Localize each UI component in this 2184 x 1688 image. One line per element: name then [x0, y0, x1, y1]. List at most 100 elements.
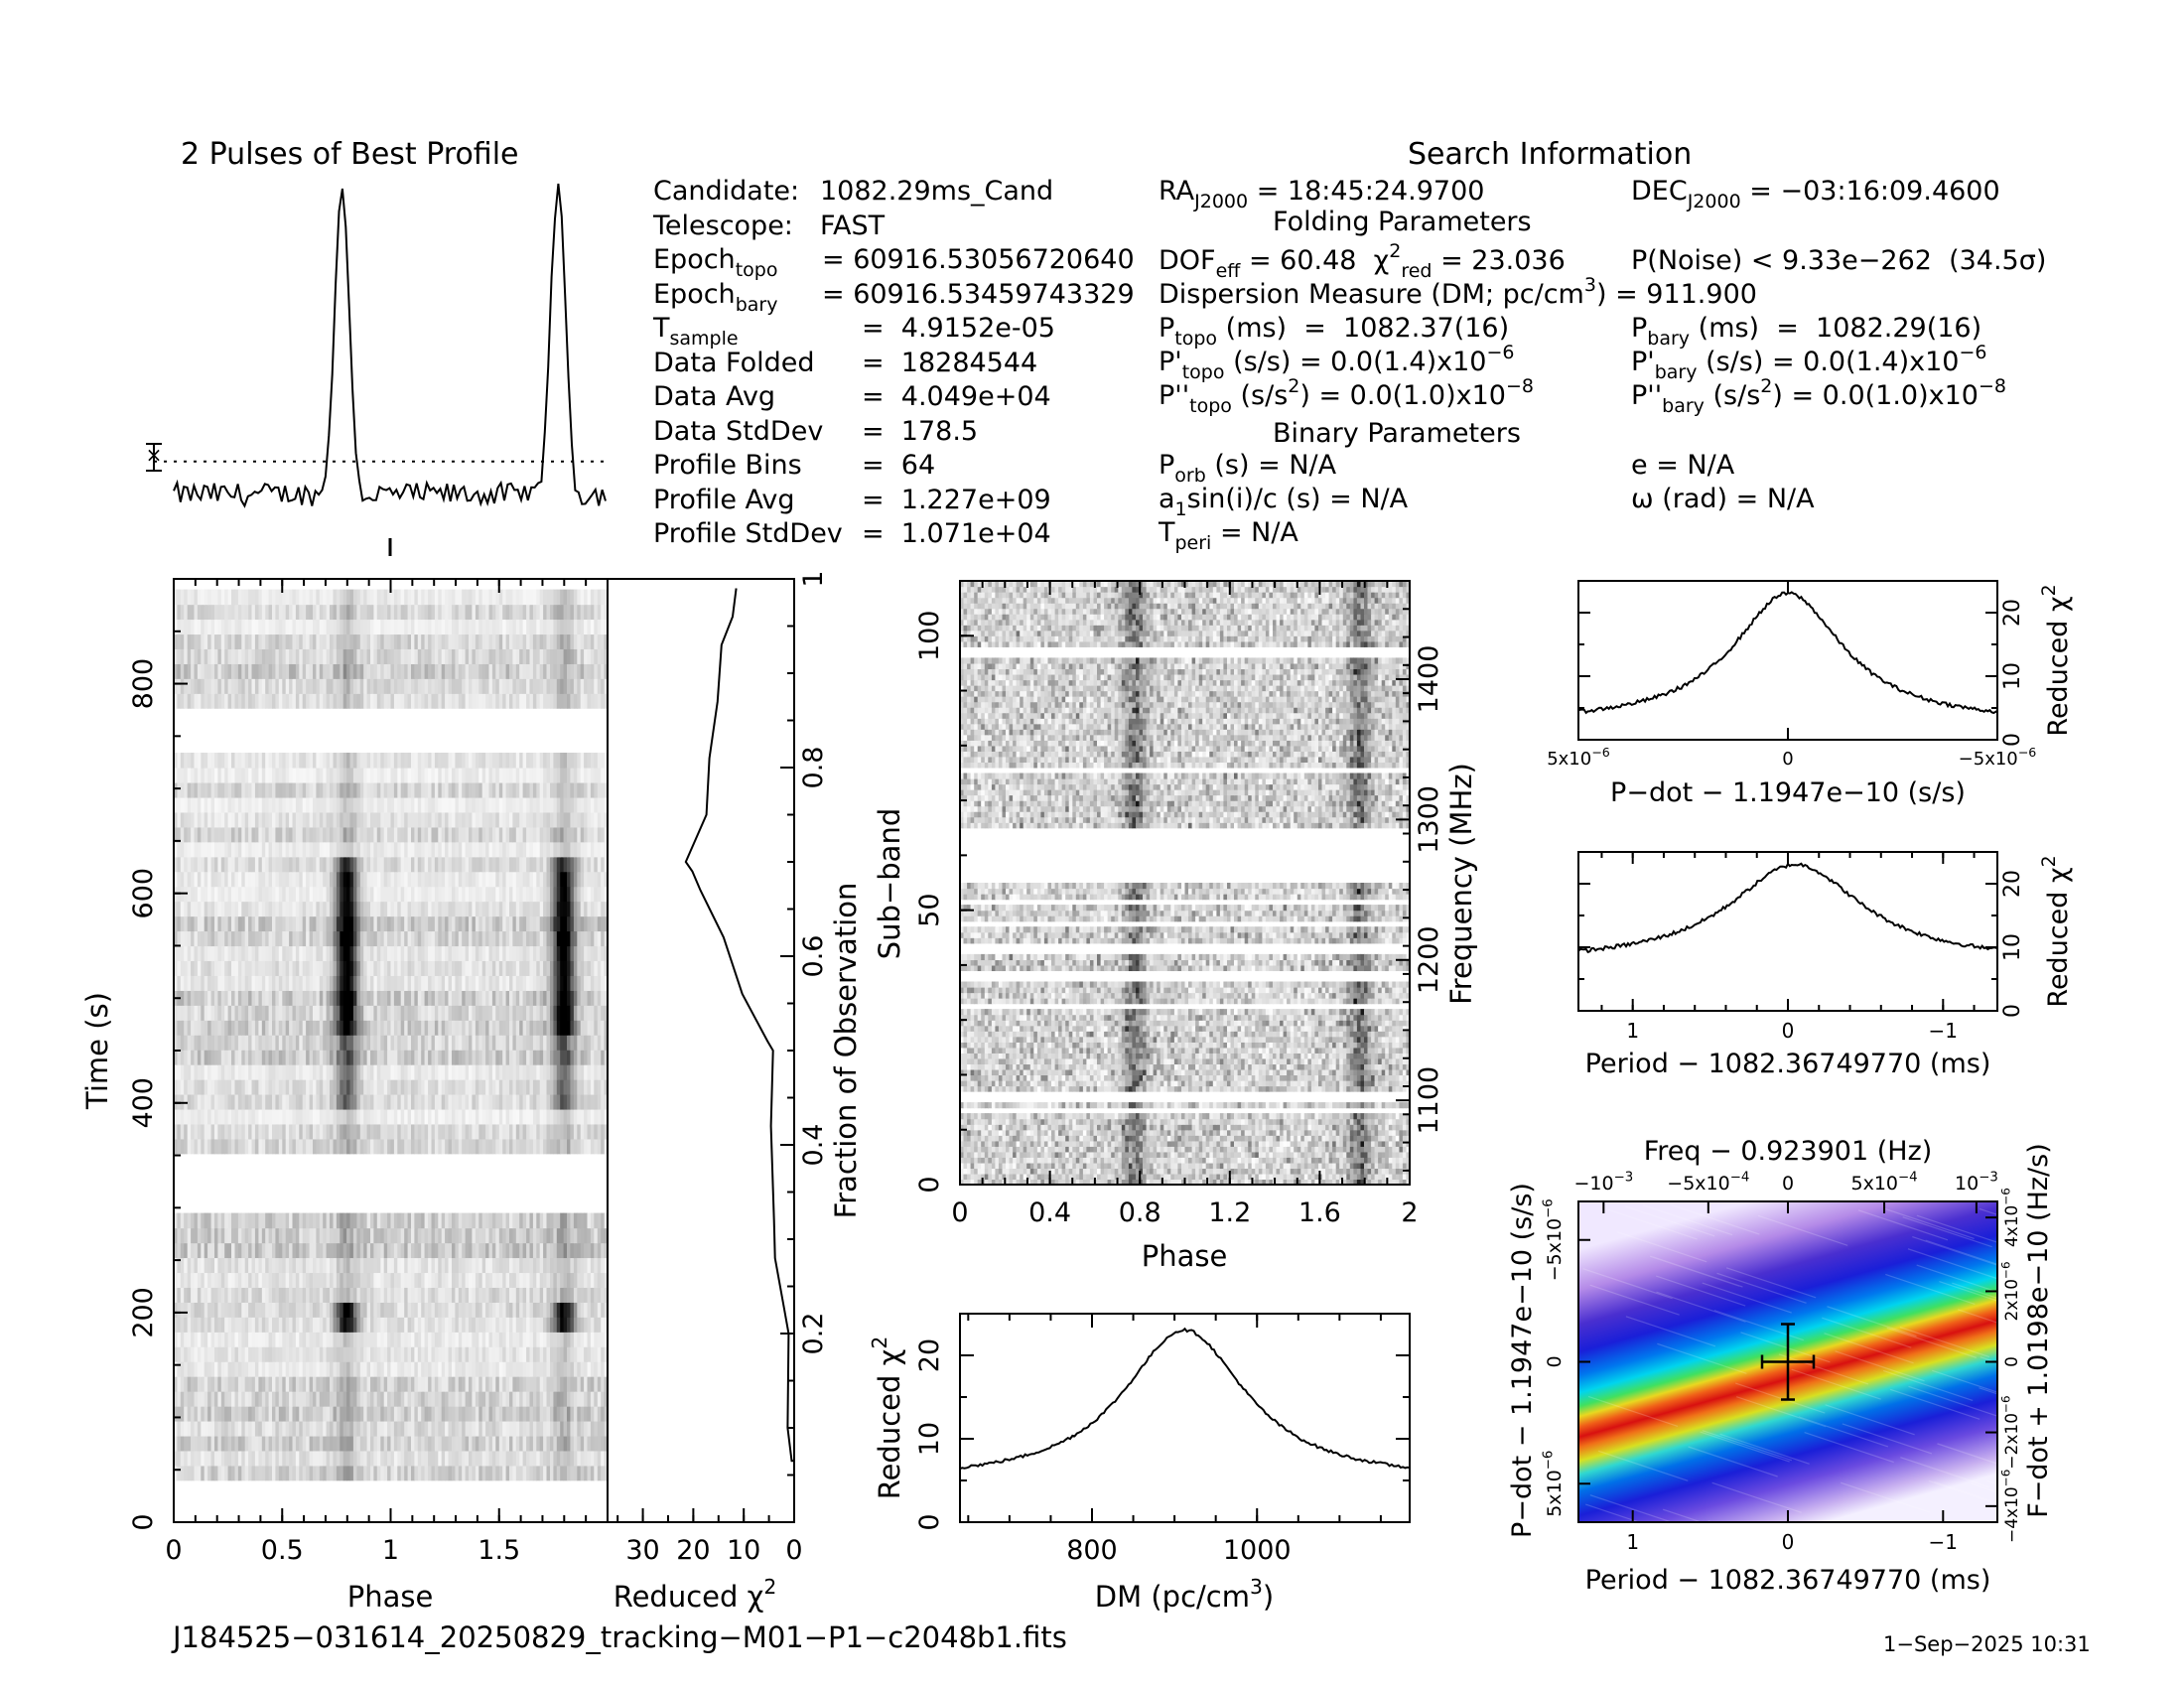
- heatmap-cell: [434, 1064, 439, 1080]
- heatmap-cell: [414, 1050, 419, 1065]
- heatmap-cell: [502, 1302, 507, 1318]
- heatmap-cell: [404, 1035, 409, 1051]
- heatmap-cell: [309, 1361, 314, 1377]
- heatmap-cell: [529, 1050, 534, 1065]
- heatmap-cell: [383, 1257, 388, 1274]
- heatmap-cell: [597, 1421, 602, 1437]
- heatmap-cell: [370, 1361, 375, 1377]
- heatmap-cell: [349, 1050, 354, 1065]
- heatmap-cell: [491, 1391, 496, 1407]
- heatmap-cell: [543, 1391, 548, 1407]
- heatmap-cell: [278, 1242, 283, 1259]
- heatmap-cell: [330, 1435, 335, 1452]
- heatmap-cell: [407, 1050, 412, 1065]
- heatmap-cell: [346, 1212, 351, 1229]
- heatmap-cell: [285, 1317, 290, 1333]
- heatmap-cell: [400, 990, 405, 1006]
- heatmap-cell: [289, 1138, 294, 1155]
- heatmap-cell: [180, 1227, 185, 1244]
- heatmap-cell: [505, 1346, 510, 1362]
- heatmap-cell: [323, 1138, 328, 1155]
- heatmap-cell: [323, 1391, 328, 1407]
- heatmap-cell: [498, 1035, 503, 1051]
- heatmap-cell: [478, 1332, 483, 1347]
- heatmap-cell: [577, 1421, 582, 1437]
- heatmap-cell: [254, 1227, 259, 1244]
- heatmap-cell: [597, 1346, 602, 1362]
- heatmap-cell: [441, 1287, 446, 1303]
- heatmap-cell: [248, 1108, 253, 1125]
- heatmap-cell: [295, 1123, 300, 1140]
- heatmap-cell: [326, 1302, 331, 1318]
- heatmap-cell: [452, 1421, 457, 1437]
- heatmap-cell: [580, 1212, 585, 1229]
- heatmap-cell: [556, 1094, 561, 1110]
- heatmap-cell: [352, 1287, 357, 1303]
- heatmap-cell: [400, 1094, 405, 1110]
- heatmap-cell: [526, 1317, 531, 1333]
- heatmap-cell: [333, 1227, 338, 1244]
- heatmap-cell: [258, 1332, 263, 1347]
- heatmap-cell: [469, 1257, 474, 1274]
- heatmap-cell: [570, 871, 575, 888]
- heatmap-cell: [498, 1465, 503, 1481]
- heatmap-cell: [424, 856, 429, 873]
- heatmap-cell: [201, 1317, 205, 1333]
- heatmap-cell: [376, 1391, 381, 1407]
- heatmap-cell: [400, 945, 405, 961]
- heatmap-cell: [244, 1064, 249, 1080]
- heatmap-cell: [184, 1123, 189, 1140]
- heatmap-cell: [214, 1242, 219, 1259]
- heatmap-cell: [241, 1406, 246, 1422]
- heatmap-cell: [323, 1064, 328, 1080]
- heatmap-cell: [553, 1212, 558, 1229]
- heatmap-cell: [231, 1227, 236, 1244]
- heatmap-cell: [184, 1227, 189, 1244]
- heatmap-cell: [553, 1108, 558, 1125]
- heatmap-cell: [194, 1272, 199, 1288]
- heatmap-cell: [431, 1302, 436, 1318]
- heatmap-cell: [441, 1079, 446, 1095]
- heatmap-cell: [452, 1020, 457, 1036]
- heatmap-cell: [515, 1346, 520, 1362]
- heatmap-cell: [363, 1317, 368, 1333]
- heatmap-cell: [469, 1302, 474, 1318]
- heatmap-cell: [241, 1435, 246, 1452]
- heatmap-cell: [340, 1138, 344, 1155]
- heatmap-cell: [472, 930, 477, 947]
- heatmap-cell: [546, 975, 551, 991]
- heatmap-cell: [597, 1391, 602, 1407]
- heatmap-cell: [289, 1421, 294, 1437]
- heatmap-cell: [407, 1361, 412, 1377]
- heatmap-cell: [536, 1406, 541, 1422]
- heatmap-cell: [251, 1361, 256, 1377]
- heatmap-cell: [342, 1287, 347, 1303]
- heatmap-cell: [584, 1406, 589, 1422]
- heatmap-cell: [383, 1376, 388, 1392]
- heatmap-cell: [292, 1079, 297, 1095]
- heatmap-cell: [207, 930, 212, 947]
- heatmap-cell: [333, 1332, 338, 1347]
- heatmap-cell: [201, 1332, 205, 1347]
- heatmap-cell: [387, 1287, 392, 1303]
- heatmap-cell: [469, 1406, 474, 1422]
- heatmap-cell: [539, 1361, 544, 1377]
- heatmap-cell: [306, 1421, 311, 1437]
- heatmap-cell: [241, 1138, 246, 1155]
- heatmap-cell: [567, 1123, 572, 1140]
- heatmap-cell: [319, 1287, 324, 1303]
- heatmap-cell: [472, 1346, 477, 1362]
- heatmap-cell: [481, 1242, 486, 1259]
- heatmap-cell: [597, 1302, 602, 1318]
- heatmap-cell: [265, 1287, 270, 1303]
- heatmap-cell: [407, 1242, 412, 1259]
- heatmap-cell: [342, 1346, 347, 1362]
- heatmap-cell: [174, 1227, 179, 1244]
- heatmap-cell: [306, 1123, 311, 1140]
- heatmap-cell: [469, 1123, 474, 1140]
- heatmap-cell: [414, 1123, 419, 1140]
- heatmap-cell: [397, 1212, 402, 1229]
- heatmap-cell: [356, 1242, 361, 1259]
- heatmap-cell: [278, 1361, 283, 1377]
- heatmap-cell: [546, 901, 551, 917]
